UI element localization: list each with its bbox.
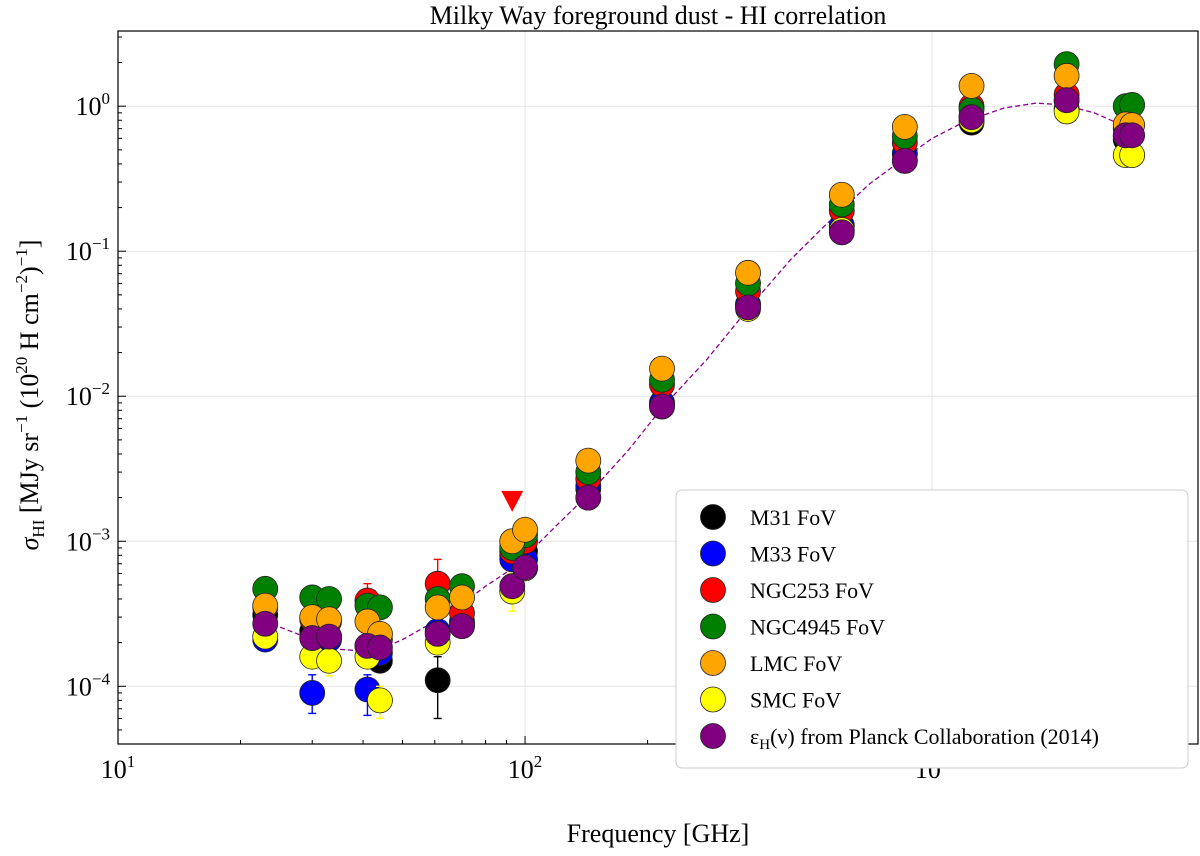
data-point [958, 73, 985, 99]
legend-label: NGC253 FoV [750, 578, 874, 603]
data-point [1053, 87, 1080, 114]
x-axis-label: Frequency [GHz] [567, 819, 750, 848]
y-tick-label: 10−1 [66, 234, 110, 266]
legend-label: SMC FoV [750, 688, 841, 713]
x-tick-label: 101 [101, 752, 136, 784]
plot-frame [117, 30, 1199, 745]
data-point [367, 687, 393, 714]
data-point [958, 104, 985, 131]
legend-marker [700, 686, 726, 713]
data-point [649, 355, 675, 382]
data-point [424, 594, 451, 621]
y-tick-label: 10−3 [66, 524, 110, 556]
data-point [735, 259, 761, 286]
data-point [424, 620, 451, 647]
data-point [449, 584, 475, 611]
data-point [891, 113, 918, 140]
legend-label: εH(ν) from Planck Collaboration (2014) [750, 724, 1099, 753]
legend-marker [700, 540, 726, 567]
data-point [499, 573, 526, 600]
data-point [512, 516, 538, 543]
series--h-from-planck-collaboration-2014 [252, 87, 1146, 661]
data-point [424, 667, 451, 694]
data-point [1119, 122, 1146, 149]
y-axis-label: σHI [MJy sr−1 (1020 H cm−2)−1] [12, 240, 48, 551]
data-point [316, 647, 342, 674]
y-tick-label: 10−2 [66, 379, 110, 411]
legend-marker [700, 650, 726, 676]
data-point [735, 294, 761, 321]
upper-limit [501, 490, 524, 512]
data-point [252, 610, 279, 637]
data-point [299, 680, 326, 706]
legend-label: LMC FoV [750, 651, 842, 676]
chart-title: Milky Way foreground dust - HI correlati… [430, 1, 887, 30]
legend-marker [700, 613, 726, 640]
data-point [891, 147, 918, 174]
data-point [1053, 62, 1080, 89]
legend: M31 FoV M33 FoV NGC253 FoV NGC4945 FoV LMC F… [675, 489, 1189, 769]
data-point [316, 623, 342, 650]
y-axis-ticks: 10−4 10−3 10−2 10−1 100 [66, 36, 126, 745]
data-point [449, 613, 475, 640]
data-point [649, 393, 675, 420]
legend-marker [700, 723, 726, 749]
x-tick-label: 102 [508, 752, 543, 784]
data-point [367, 634, 393, 661]
data-points [252, 51, 1146, 720]
data-point [512, 554, 538, 581]
data-point [828, 219, 855, 246]
y-tick-label: 100 [76, 89, 111, 121]
upper-limit-triangle [501, 490, 524, 512]
legend-label: M33 FoV [750, 542, 836, 567]
legend-marker [700, 577, 726, 603]
legend-label: M31 FoV [750, 505, 836, 530]
legend-box [675, 489, 1189, 769]
y-tick-label: 10−4 [66, 669, 111, 701]
legend-label: NGC4945 FoV [750, 615, 885, 640]
data-point [828, 181, 855, 208]
data-point [575, 447, 602, 474]
data-point [575, 484, 602, 511]
legend-marker [700, 504, 726, 530]
